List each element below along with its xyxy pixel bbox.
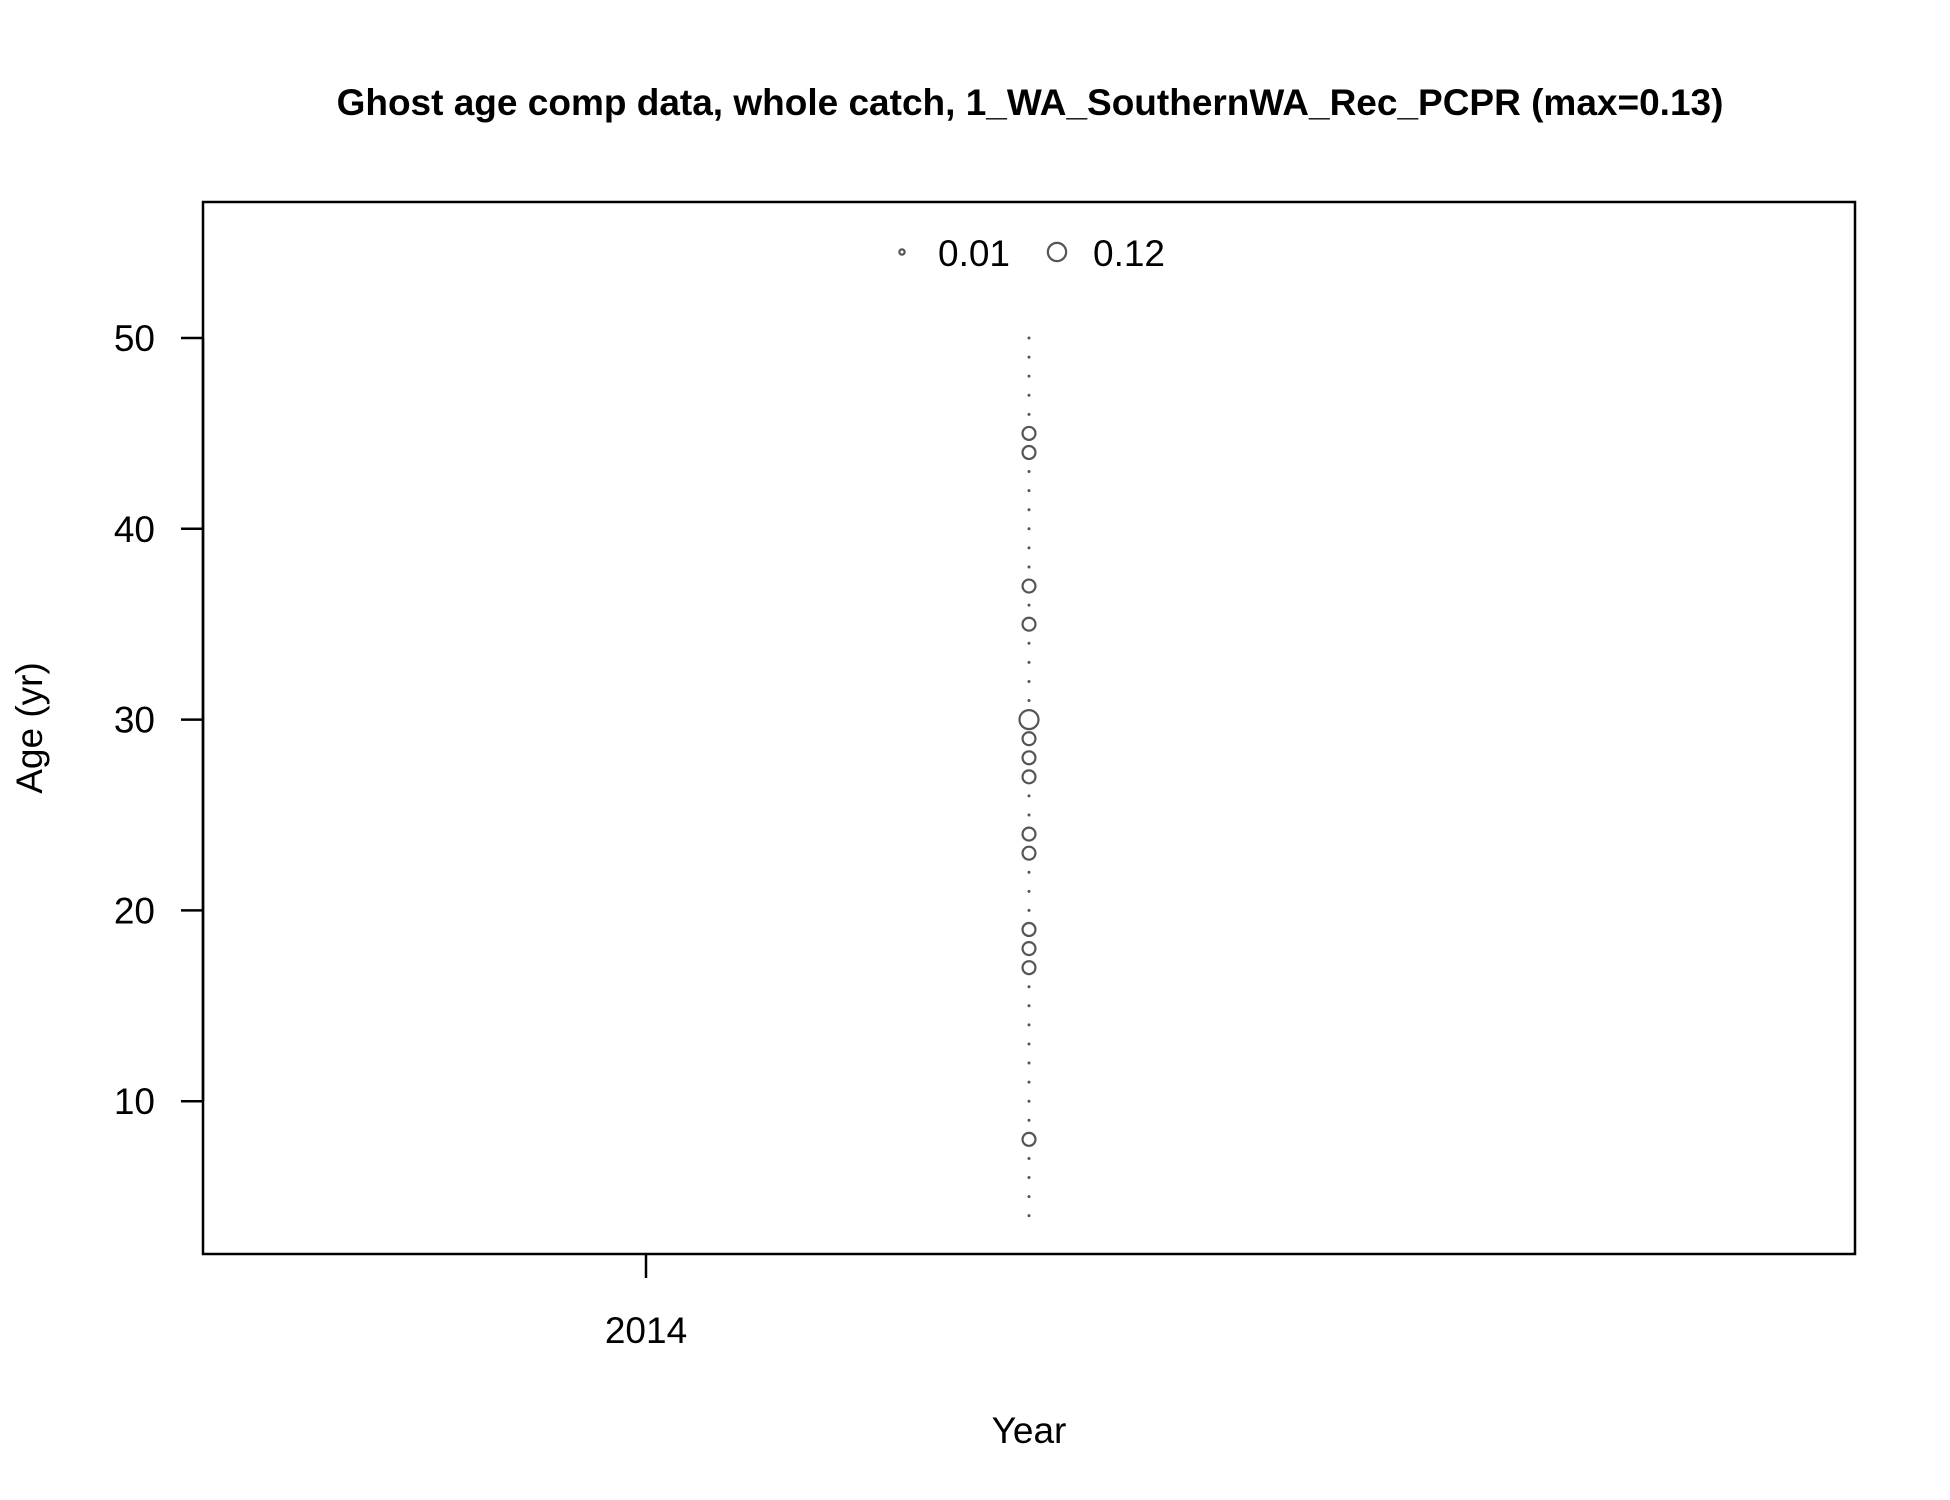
data-point (1027, 412, 1031, 416)
data-points (1018, 336, 1040, 1218)
data-point (1027, 908, 1031, 912)
y-tick-label: 30 (114, 700, 155, 741)
data-point (1027, 355, 1031, 359)
data-point (1027, 527, 1031, 531)
y-tick-label: 10 (114, 1081, 155, 1122)
data-point (1021, 960, 1037, 976)
y-axis-label: Age (yr) (9, 662, 50, 794)
y-tick-label: 20 (114, 890, 155, 931)
y-tick-label: 50 (114, 318, 155, 359)
data-point (1027, 1214, 1031, 1218)
data-point (1027, 1195, 1031, 1199)
data-point (1021, 444, 1037, 461)
x-tick-label: 2014 (605, 1310, 687, 1351)
data-point (1027, 489, 1031, 493)
data-point (1027, 1176, 1031, 1180)
data-point (1021, 616, 1037, 632)
data-point (1021, 921, 1037, 938)
data-point (1027, 508, 1031, 512)
data-point (1027, 1080, 1031, 1084)
data-point (1027, 1004, 1031, 1008)
chart-title: Ghost age comp data, whole catch, 1_WA_S… (337, 82, 1724, 123)
y-axis: 10 20 30 40 50 (114, 318, 205, 1122)
data-point (1027, 870, 1031, 874)
data-point (1027, 336, 1031, 340)
data-point (1027, 985, 1031, 989)
data-point (1021, 731, 1037, 747)
data-point (1027, 565, 1031, 569)
data-point (1027, 794, 1031, 798)
data-point (1021, 578, 1037, 594)
data-point (1027, 889, 1031, 893)
legend: 0.01 0.12 (898, 233, 1165, 274)
data-point (1021, 769, 1037, 785)
data-point (1021, 425, 1037, 441)
data-point (1027, 603, 1031, 607)
data-point (1027, 470, 1031, 474)
data-point (1027, 374, 1031, 378)
data-point (1027, 1061, 1031, 1065)
data-point (1027, 1156, 1031, 1160)
data-point (1021, 941, 1037, 957)
data-point (1027, 679, 1031, 683)
legend-symbol (898, 248, 906, 256)
data-point (1021, 750, 1037, 766)
legend-symbol (1046, 241, 1068, 263)
data-point (1021, 845, 1037, 861)
data-point (1027, 699, 1031, 703)
data-point (1027, 813, 1031, 817)
legend-label: 0.12 (1093, 233, 1165, 274)
data-point (1021, 826, 1037, 842)
y-tick-label: 40 (114, 509, 155, 550)
data-point (1027, 1099, 1031, 1103)
data-point (1027, 660, 1031, 664)
data-point (1018, 708, 1040, 731)
data-point (1027, 1042, 1031, 1046)
data-point (1027, 393, 1031, 397)
data-point (1021, 1131, 1037, 1147)
data-point (1027, 1118, 1031, 1122)
data-point (1027, 1023, 1031, 1027)
x-axis: 2014 (605, 1254, 687, 1351)
data-point (1027, 641, 1031, 645)
data-point (1027, 546, 1031, 550)
legend-label: 0.01 (938, 233, 1010, 274)
x-axis-label: Year (992, 1410, 1067, 1451)
